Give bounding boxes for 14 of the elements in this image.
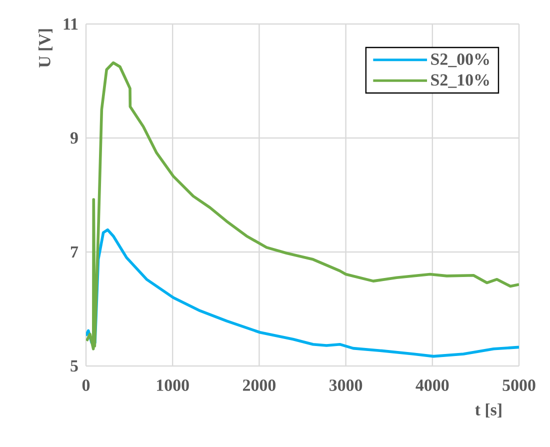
x-tick-label: 0 bbox=[82, 380, 90, 391]
y-tick-label: 9 bbox=[70, 132, 78, 144]
x-axis-title: t [s] bbox=[475, 404, 502, 418]
x-tick-label: 1000 bbox=[157, 380, 189, 391]
y-tick-label: 11 bbox=[64, 18, 78, 30]
x-tick-label: 5000 bbox=[502, 380, 536, 391]
y-axis-title: U [V] bbox=[38, 29, 52, 68]
legend-label: S2_00% bbox=[431, 54, 489, 68]
x-tick-label: 4000 bbox=[416, 380, 449, 391]
y-tick-label: 5 bbox=[70, 360, 78, 372]
y-tick-label: 7 bbox=[70, 246, 78, 258]
x-tick-label: 3000 bbox=[330, 380, 362, 391]
legend-label: S2_10% bbox=[431, 74, 489, 88]
x-tick-label: 2000 bbox=[242, 380, 276, 391]
